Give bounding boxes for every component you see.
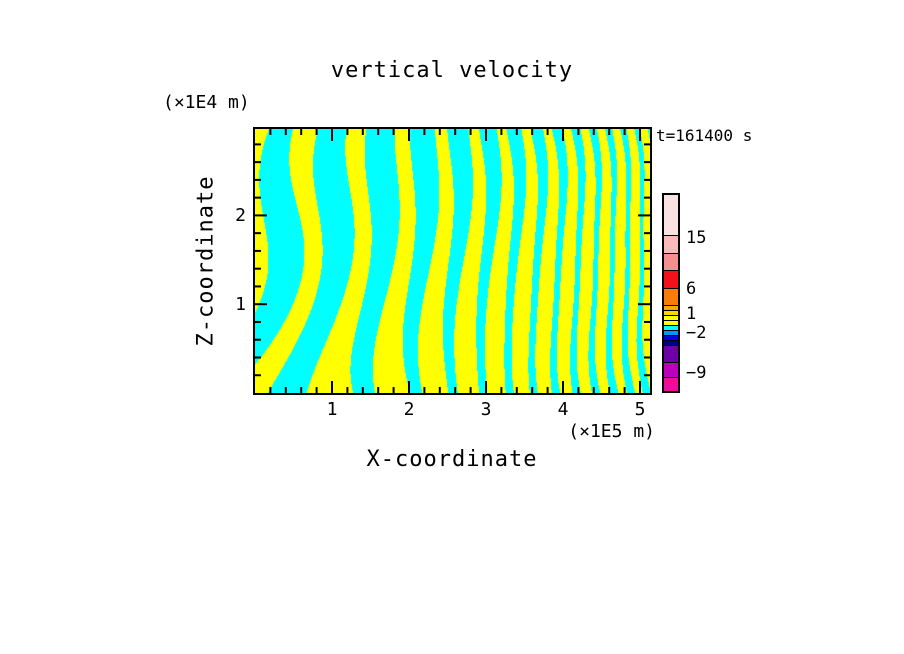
colorbar-segment	[664, 335, 678, 340]
x-axis-title: X-coordinate	[366, 447, 538, 472]
colorbar	[662, 193, 680, 393]
colorbar-segment	[664, 325, 678, 330]
colorbar-tick-label: −2	[686, 323, 707, 343]
colorbar-tick-label: 15	[686, 228, 707, 248]
y-tick-label: 1	[235, 293, 246, 315]
time-annotation: t=161400 s	[656, 126, 753, 145]
colorbar-tick-label: 6	[686, 279, 697, 299]
colorbar-segment	[664, 377, 678, 391]
colorbar-segment	[664, 345, 678, 362]
colorbar-tick-label: −9	[686, 363, 707, 383]
y-tick-label: 2	[235, 204, 246, 226]
colorbar-tick-label: 1	[686, 304, 697, 324]
colorbar-segment	[664, 270, 678, 288]
colorbar-segment	[664, 320, 678, 325]
colorbar-segment	[664, 305, 678, 310]
colorbar-segment	[664, 253, 678, 270]
x-tick-label: 5	[634, 399, 646, 420]
x-tick-label: 3	[480, 399, 492, 420]
x-tick-label: 4	[557, 399, 569, 420]
colorbar-segment	[664, 310, 678, 315]
plot-title: vertical velocity	[330, 58, 574, 83]
contour-field-canvas	[255, 129, 650, 393]
x-tick-label: 1	[326, 399, 338, 420]
plot-area	[253, 127, 652, 395]
colorbar-segment	[664, 235, 678, 253]
colorbar-segment	[664, 195, 678, 235]
colorbar-segment	[664, 362, 678, 377]
y-axis-unit-label: (×1E4 m)	[163, 92, 250, 113]
colorbar-segment	[664, 315, 678, 320]
x-tick-label: 2	[403, 399, 415, 420]
x-axis-unit-label: (×1E5 m)	[568, 421, 655, 442]
y-axis-title: Z-coordinate	[193, 175, 219, 347]
colorbar-segment	[664, 288, 678, 305]
colorbar-segment	[664, 340, 678, 345]
colorbar-segment	[664, 330, 678, 335]
